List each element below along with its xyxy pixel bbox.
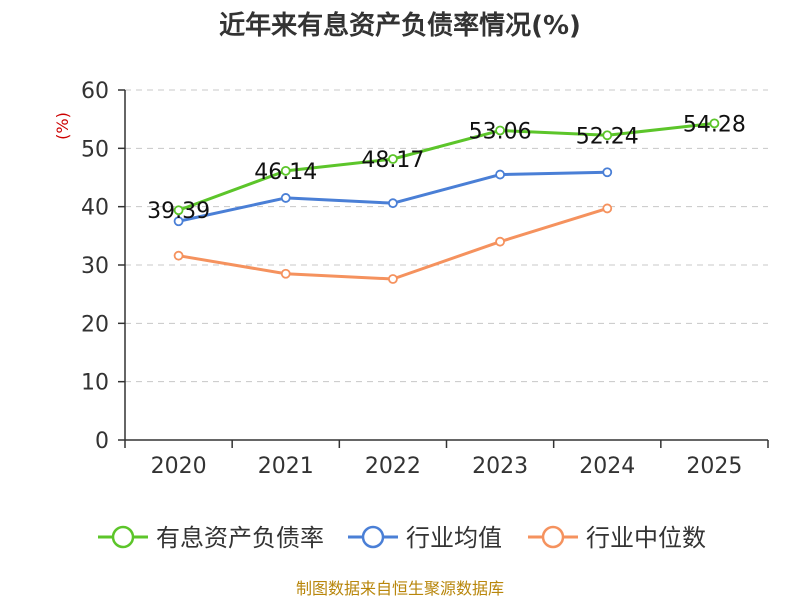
x-tick-label: 2023: [472, 454, 528, 479]
gridlines: [125, 89, 768, 383]
y-tick-label: 50: [81, 137, 109, 162]
series-line: [178, 121, 715, 212]
data-point: [495, 236, 505, 247]
data-point: [495, 169, 505, 180]
series-group: [173, 118, 720, 284]
data-point: [388, 154, 398, 164]
y-tick-label: 20: [81, 312, 109, 337]
legend-label: 行业均值: [406, 524, 502, 552]
x-tick-label: 2024: [579, 454, 635, 479]
data-point: [602, 130, 613, 141]
legend-marker: [541, 525, 565, 549]
y-tick-label: 40: [81, 196, 109, 221]
x-tick-label: 2025: [686, 454, 742, 479]
data-label: 39.39: [147, 199, 210, 224]
data-point: [280, 165, 291, 176]
source-note: 制图数据来自恒生聚源数据库: [296, 579, 504, 598]
legend: 有息资产负债率 行业均值 行业中位数: [98, 524, 706, 552]
data-point: [709, 118, 720, 129]
x-tick-label: 2022: [365, 454, 421, 479]
data-point: [388, 198, 398, 209]
data-point: [280, 268, 291, 279]
series-line: [178, 206, 608, 281]
data-point: [602, 203, 613, 214]
y-axis-label: (%): [53, 112, 72, 140]
data-label: 53.06: [469, 119, 532, 144]
y-tick-label: 10: [81, 371, 109, 396]
x-tick-label: 2020: [151, 454, 207, 479]
legend-label: 有息资产负债率: [156, 524, 324, 552]
axes: 0 10 20 30 40 50 60 2020 2021 2022 2023 2024 2025: [81, 79, 769, 479]
y-tick-label: 0: [95, 429, 109, 454]
chart-title: 近年来有息资产负债率情况(%): [219, 10, 581, 41]
data-label: 52.24: [576, 124, 639, 149]
data-point: [388, 274, 398, 284]
data-label: 48.17: [361, 148, 424, 173]
data-point: [280, 193, 291, 203]
legend-label: 行业中位数: [586, 524, 706, 552]
data-point: [173, 205, 184, 216]
legend-marker: [111, 525, 135, 549]
data-point: [173, 216, 184, 227]
data-label: 54.28: [683, 112, 746, 137]
data-label: 46.14: [254, 160, 317, 185]
series-line: [178, 170, 608, 223]
data-point: [602, 167, 613, 178]
y-tick-label: 60: [81, 79, 109, 104]
x-tick-label: 2021: [258, 454, 314, 479]
y-tick-label: 30: [81, 254, 109, 279]
legend-marker: [361, 525, 385, 549]
data-point: [495, 125, 505, 136]
data-point: [173, 250, 184, 261]
data-labels: 39.39 46.14 48.17 53.06 52.24 54.28: [147, 112, 746, 224]
